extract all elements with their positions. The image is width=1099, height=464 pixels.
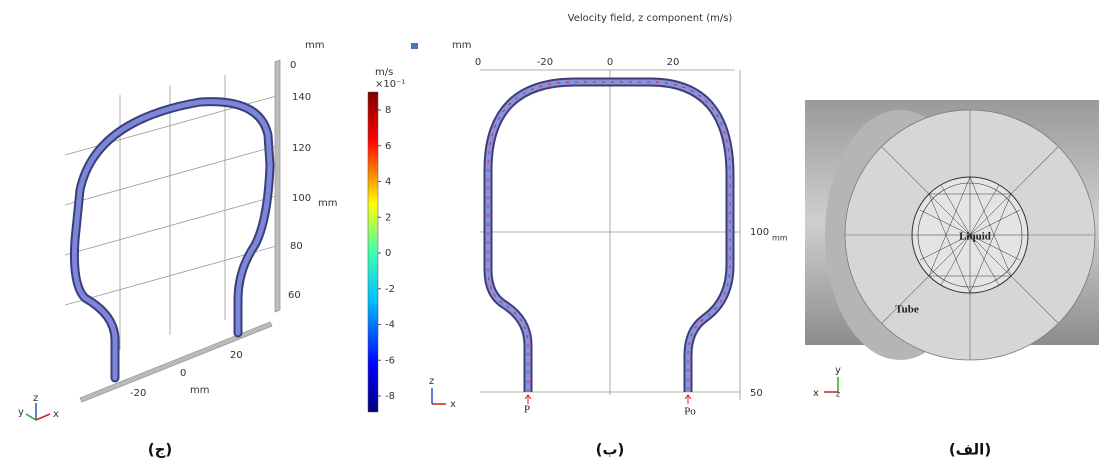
- tick-label: 20: [230, 350, 243, 361]
- tick-label: 0: [290, 60, 296, 71]
- colorbar-tick-label: 8: [385, 105, 391, 116]
- outlet-label: Po: [684, 406, 696, 418]
- tick-label: 80: [290, 241, 303, 252]
- velocity-arrows: [487, 81, 731, 392]
- triad-label: y: [835, 365, 841, 376]
- axis-unit: mm: [318, 198, 337, 209]
- tick-label: 100: [750, 227, 769, 238]
- axes: [480, 69, 741, 400]
- liquid-mesh: [912, 176, 1028, 294]
- tick-label: 20: [667, 57, 680, 68]
- triad-label: z: [836, 390, 840, 399]
- icon: [411, 43, 418, 49]
- tick-label: 140: [292, 92, 311, 103]
- tick-label: 120: [292, 143, 311, 154]
- tube-label: Tube: [895, 304, 919, 316]
- triad-label: x: [450, 399, 456, 410]
- color-scale: [367, 91, 379, 413]
- colorbar-unit: m/s: [375, 67, 393, 78]
- tick-label: 0: [180, 368, 186, 379]
- axis-unit: mm: [190, 385, 209, 396]
- axis-triad: z y x: [18, 393, 59, 421]
- plot-title: Velocity field, z component (m/s): [568, 13, 733, 24]
- colorbar-tick-label: 6: [385, 141, 391, 152]
- axis-unit: mm: [452, 40, 471, 51]
- middle-panel: Velocity field, z component (m/s) mm 0 -…: [429, 13, 788, 459]
- left-panel: mm 0 140 120 100 mm 80 60 20 0 -20 mm z …: [18, 40, 337, 459]
- tick-label: 100: [292, 193, 311, 204]
- colorbar-tick-label: -4: [385, 320, 395, 331]
- triad-label: x: [53, 409, 59, 420]
- triad-label: y: [18, 407, 24, 418]
- axis-unit: mm: [305, 40, 324, 51]
- triad-label: z: [429, 376, 434, 387]
- colorbar-tick-label: 4: [385, 177, 391, 188]
- tube-3d-highlight: [72, 99, 273, 381]
- tick-label: -20: [130, 388, 146, 399]
- tick-label: 50: [750, 388, 763, 399]
- colorbar-tick-label: 2: [385, 212, 391, 223]
- tick-label: 0: [475, 57, 481, 68]
- inlet-label: P: [524, 404, 530, 416]
- tick-label: 60: [288, 290, 301, 301]
- triad-label: z: [33, 393, 38, 404]
- flow-arrow: [524, 394, 692, 404]
- axis-triad: z x: [429, 376, 456, 410]
- colorbar-tick-label: 0: [385, 248, 391, 259]
- panel-label: (ج): [148, 441, 173, 459]
- colorbar-tick-label: -6: [385, 355, 395, 366]
- grid-3d: [64, 59, 281, 403]
- colorbar-tick-label: -2: [385, 284, 395, 295]
- tick-label: -20: [537, 57, 553, 68]
- axis-triad: y x z: [813, 365, 841, 399]
- panel-label: (الف): [949, 441, 991, 459]
- liquid-label: Liquid: [959, 231, 991, 243]
- panel-label: (ب): [596, 441, 625, 459]
- tube-2d: [483, 77, 735, 392]
- colorbar-tick-label: -8: [385, 391, 395, 402]
- triad-label: x: [813, 388, 819, 399]
- axis-unit: mm: [772, 234, 788, 243]
- tick-label: 0: [607, 57, 613, 68]
- right-panel: Liquid Tube y x z (الف): [805, 100, 1099, 459]
- colorbar-scale: ×10⁻¹: [375, 79, 405, 90]
- colorbar: m/s ×10⁻¹ 8 6 4 2 0 -2 -4 -6 -8: [367, 43, 418, 413]
